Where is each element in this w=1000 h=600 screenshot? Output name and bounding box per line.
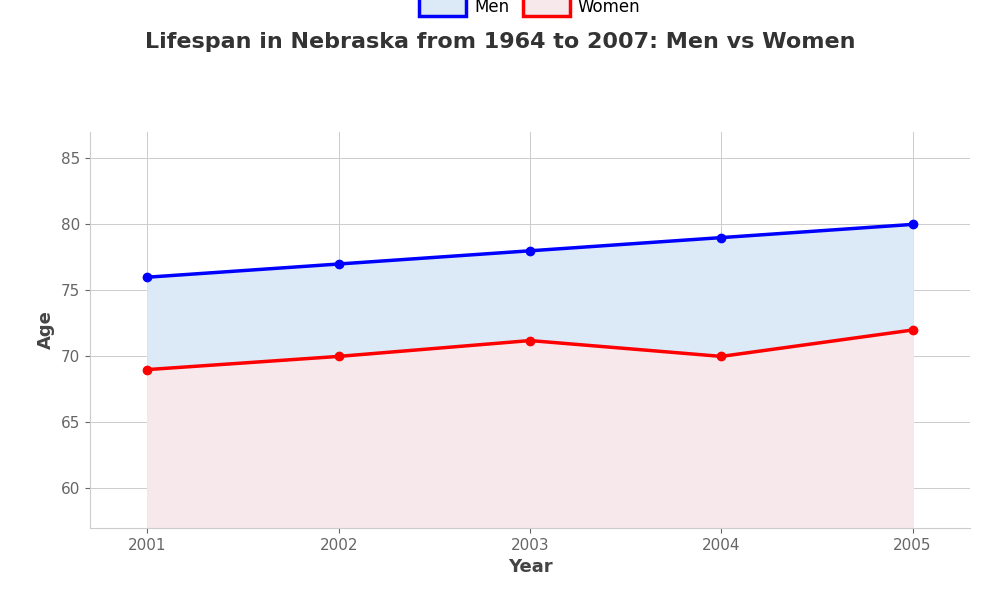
X-axis label: Year: Year [508,558,552,576]
Y-axis label: Age: Age [37,311,55,349]
Text: Lifespan in Nebraska from 1964 to 2007: Men vs Women: Lifespan in Nebraska from 1964 to 2007: … [145,32,855,52]
Legend: Men, Women: Men, Women [413,0,647,22]
